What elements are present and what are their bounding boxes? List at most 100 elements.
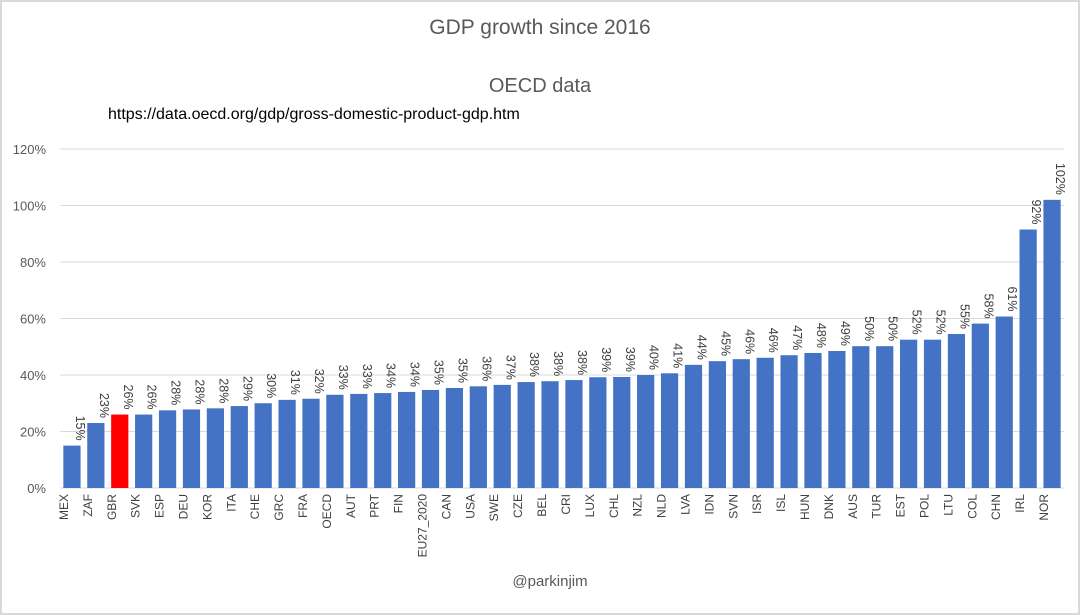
- category-label-nzl: NZL: [631, 494, 645, 517]
- data-label-cri: 38%: [575, 350, 589, 375]
- y-tick-label: 0%: [27, 481, 46, 496]
- bar-gbr: [111, 414, 129, 488]
- data-label-tur: 50%: [886, 316, 900, 341]
- bar-deu: [182, 409, 201, 488]
- bar-chl: [613, 376, 631, 488]
- bar-mex: [63, 445, 81, 488]
- data-label-dnk: 49%: [838, 321, 852, 346]
- data-label-zaf: 23%: [97, 393, 111, 418]
- bar-svk: [135, 414, 153, 488]
- data-label-swe: 37%: [503, 355, 517, 380]
- bar-lva: [684, 364, 703, 488]
- bar-che: [254, 403, 272, 488]
- bar-dnk: [828, 350, 846, 488]
- data-label-col: 58%: [981, 294, 995, 319]
- bar-irl: [1019, 229, 1037, 488]
- data-label-aut: 33%: [360, 364, 374, 389]
- source-url-text: https://data.oecd.org/gdp/gross-domestic…: [108, 106, 520, 123]
- bar-pol: [923, 339, 942, 488]
- category-label-pol: POL: [918, 494, 932, 518]
- category-label-isr: ISR: [750, 494, 764, 514]
- category-label-irl: IRL: [1013, 494, 1027, 513]
- data-label-gbr: 26%: [121, 385, 135, 410]
- bar-lux: [589, 377, 607, 488]
- bar-ita: [230, 406, 248, 488]
- category-label-deu: DEU: [176, 494, 190, 519]
- data-label-lva: 44%: [694, 335, 708, 360]
- data-label-grc: 31%: [288, 370, 302, 395]
- data-label-oecd: 33%: [336, 365, 350, 390]
- bar-prt: [374, 393, 392, 488]
- category-label-swe: SWE: [487, 494, 501, 521]
- bars: [63, 199, 1061, 488]
- category-label-fra: FRA: [296, 494, 310, 518]
- category-label-cze: CZE: [511, 494, 525, 518]
- chart-subtitle: OECD data: [488, 75, 592, 97]
- bar-zaf: [87, 423, 105, 488]
- data-label-esp: 28%: [169, 380, 183, 405]
- data-label-est: 52%: [910, 310, 924, 335]
- category-label-svn: SVN: [726, 494, 740, 519]
- category-label-isl: ISL: [774, 494, 788, 512]
- bar-fin: [398, 391, 416, 488]
- data-label-chn: 61%: [1005, 286, 1019, 311]
- data-label-idn: 45%: [718, 331, 732, 356]
- category-label-dnk: DNK: [822, 494, 836, 519]
- category-label-grc: GRC: [272, 494, 286, 521]
- category-label-hun: HUN: [798, 494, 812, 520]
- category-label-chl: CHL: [607, 494, 621, 518]
- data-label-usa: 36%: [479, 356, 493, 381]
- data-label-lux: 39%: [599, 347, 613, 372]
- bar-cri: [565, 380, 583, 488]
- data-label-deu: 28%: [192, 379, 206, 404]
- category-label-che: CHE: [248, 494, 262, 519]
- category-label-prt: PRT: [368, 493, 382, 517]
- y-tick-label: 120%: [13, 142, 47, 157]
- data-labels: 15% 23% 26% 26% 28% 28% 28% 29% 30% 31% 32% 33% 33% 3…: [73, 163, 1067, 441]
- y-tick-label: 60%: [20, 312, 46, 327]
- category-label-ita: ITA: [224, 494, 238, 512]
- data-label-nld: 41%: [671, 343, 685, 368]
- data-label-kor: 28%: [216, 378, 230, 403]
- category-label-nor: NOR: [1037, 494, 1051, 521]
- bar-svn: [732, 359, 750, 488]
- bar-eu27_2020: [421, 389, 440, 488]
- data-label-pol: 52%: [934, 310, 948, 335]
- gridlines: [60, 148, 1064, 489]
- bar-bel: [541, 381, 559, 488]
- y-tick-label: 80%: [20, 255, 46, 270]
- category-label-lva: LVA: [678, 494, 692, 515]
- data-label-isl: 47%: [790, 325, 804, 350]
- bar-hun: [804, 352, 822, 488]
- category-label-esp: ESP: [153, 494, 167, 518]
- data-label-fin: 34%: [408, 362, 422, 387]
- data-label-can: 35%: [455, 358, 469, 383]
- data-label-chl: 39%: [623, 347, 637, 372]
- y-axis-ticks: 0% 20% 40% 60% 80% 100% 120%: [13, 142, 47, 496]
- bar-chn: [995, 316, 1013, 488]
- bar-fra: [302, 398, 320, 488]
- bar-nor: [1043, 199, 1061, 488]
- data-label-svk: 26%: [145, 385, 159, 410]
- bar-ltu: [947, 334, 966, 488]
- category-label-ltu: LTU: [941, 494, 955, 516]
- data-label-aus: 50%: [862, 316, 876, 341]
- data-label-che: 30%: [264, 373, 278, 398]
- author-credit: @parkinjim: [512, 573, 588, 590]
- category-label-est: EST: [894, 493, 908, 517]
- bar-esp: [158, 410, 177, 488]
- bar-grc: [278, 399, 296, 488]
- bar-aut: [350, 393, 368, 488]
- category-label-aut: AUT: [344, 493, 358, 518]
- data-label-hun: 48%: [814, 323, 828, 348]
- category-label-zaf: ZAF: [81, 494, 95, 517]
- data-label-ita: 29%: [240, 376, 254, 401]
- category-label-bel: BEL: [535, 494, 549, 517]
- data-label-bel: 38%: [551, 351, 565, 376]
- category-label-tur: TUR: [870, 494, 884, 519]
- data-label-nor: 102%: [1053, 163, 1067, 195]
- bar-swe: [493, 384, 511, 488]
- y-tick-label: 20%: [20, 425, 46, 440]
- category-label-fin: FIN: [392, 494, 406, 513]
